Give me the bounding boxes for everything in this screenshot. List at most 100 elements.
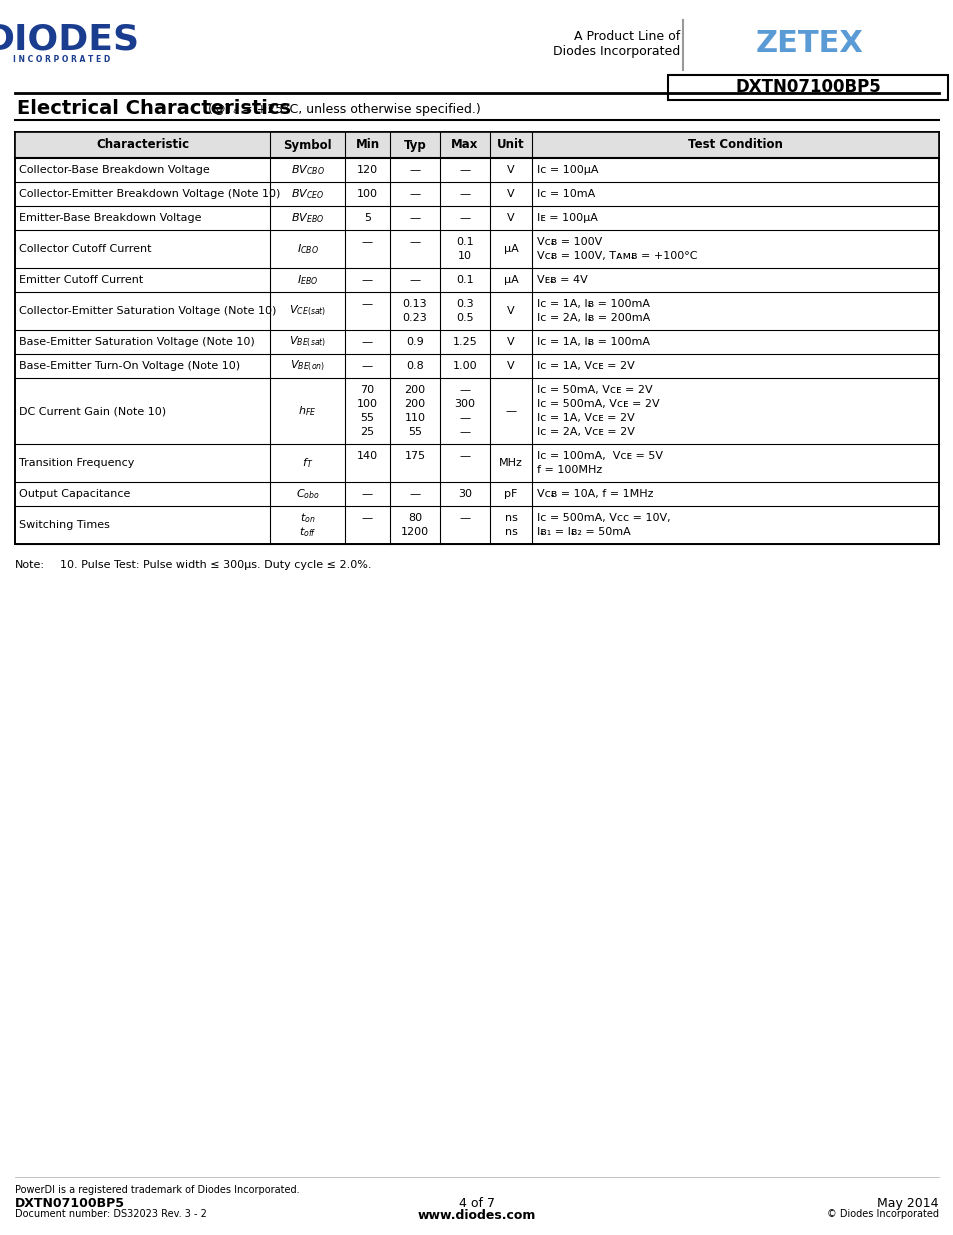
Text: 120: 120: [356, 165, 377, 175]
Text: V$_{BE(on)}$: V$_{BE(on)}$: [290, 359, 325, 373]
Text: BV$_{CBO}$: BV$_{CBO}$: [291, 163, 324, 177]
Text: Typ: Typ: [403, 138, 426, 152]
Text: 0.5: 0.5: [456, 312, 474, 324]
Text: PowerDI is a registered trademark of Diodes Incorporated.: PowerDI is a registered trademark of Dio…: [15, 1186, 299, 1195]
Text: V$_{CE(sat)}$: V$_{CE(sat)}$: [289, 304, 326, 319]
Text: 0.9: 0.9: [406, 337, 423, 347]
Text: f = 100MHz: f = 100MHz: [537, 466, 601, 475]
Text: 175: 175: [404, 451, 425, 461]
Text: t$_{on}$: t$_{on}$: [299, 511, 315, 525]
Text: ns: ns: [504, 513, 517, 522]
Text: Max: Max: [451, 138, 478, 152]
Text: —: —: [409, 489, 420, 499]
Text: www.diodes.com: www.diodes.com: [417, 1209, 536, 1221]
Text: DXTN07100BP5: DXTN07100BP5: [735, 79, 880, 96]
Text: Collector-Emitter Breakdown Voltage (Note 10): Collector-Emitter Breakdown Voltage (Not…: [19, 189, 280, 199]
Text: I$_{EBO}$: I$_{EBO}$: [296, 273, 318, 287]
Text: Iᴇ = 100μA: Iᴇ = 100μA: [537, 212, 598, 224]
Text: f$_{T}$: f$_{T}$: [301, 456, 313, 469]
Text: Transition Frequency: Transition Frequency: [19, 458, 134, 468]
Text: 80: 80: [408, 513, 421, 522]
Text: 0.1: 0.1: [456, 237, 474, 247]
Text: —: —: [459, 189, 470, 199]
Bar: [667, 75, 947, 100]
Text: 5: 5: [364, 212, 371, 224]
Text: —: —: [361, 489, 373, 499]
Text: Base-Emitter Turn-On Voltage (Note 10): Base-Emitter Turn-On Voltage (Note 10): [19, 361, 240, 370]
Text: h$_{FE}$: h$_{FE}$: [298, 404, 316, 417]
Text: DC Current Gain (Note 10): DC Current Gain (Note 10): [19, 406, 166, 416]
Text: Collector Cutoff Current: Collector Cutoff Current: [19, 245, 152, 254]
Text: Diodes Incorporated: Diodes Incorporated: [552, 46, 679, 58]
Text: V: V: [507, 337, 515, 347]
Text: Base-Emitter Saturation Voltage (Note 10): Base-Emitter Saturation Voltage (Note 10…: [19, 337, 254, 347]
Text: Symbol: Symbol: [283, 138, 332, 152]
Text: —: —: [409, 165, 420, 175]
Text: —: —: [459, 385, 470, 395]
Text: —: —: [409, 189, 420, 199]
Text: Iᴄ = 10mA: Iᴄ = 10mA: [537, 189, 595, 199]
Text: Document number: DS32023 Rev. 3 - 2: Document number: DS32023 Rev. 3 - 2: [15, 1209, 207, 1219]
Bar: [15, 132, 938, 543]
Text: 0.8: 0.8: [406, 361, 423, 370]
Text: V: V: [507, 361, 515, 370]
Text: Test Condition: Test Condition: [687, 138, 782, 152]
Text: 1.00: 1.00: [453, 361, 476, 370]
Text: 0.1: 0.1: [456, 275, 474, 285]
Text: Min: Min: [355, 138, 379, 152]
Text: 0.3: 0.3: [456, 299, 474, 309]
Text: —: —: [459, 165, 470, 175]
Text: DXTN07100BP5: DXTN07100BP5: [15, 1197, 125, 1210]
Text: —: —: [459, 212, 470, 224]
Text: Vᴄᴃ = 100V: Vᴄᴃ = 100V: [537, 237, 601, 247]
Text: BV$_{EBO}$: BV$_{EBO}$: [291, 211, 324, 225]
Text: Iᴄ = 1A, Vᴄᴇ = 2V: Iᴄ = 1A, Vᴄᴇ = 2V: [537, 361, 634, 370]
Text: Vᴄᴃ = 10A, f = 1MHz: Vᴄᴃ = 10A, f = 1MHz: [537, 489, 653, 499]
Text: Unit: Unit: [497, 138, 524, 152]
Text: ZETEX: ZETEX: [756, 28, 863, 58]
Text: I N C O R P O R A T E D: I N C O R P O R A T E D: [13, 56, 111, 64]
Text: 100: 100: [356, 189, 377, 199]
Text: V: V: [507, 306, 515, 316]
Text: May 2014: May 2014: [877, 1197, 938, 1210]
Text: —: —: [459, 412, 470, 424]
Bar: [15, 132, 938, 158]
Text: t$_{off}$: t$_{off}$: [298, 525, 316, 538]
Text: 10. Pulse Test: Pulse width ≤ 300μs. Duty cycle ≤ 2.0%.: 10. Pulse Test: Pulse width ≤ 300μs. Dut…: [60, 559, 371, 571]
Text: 30: 30: [457, 489, 472, 499]
Text: —: —: [361, 299, 373, 309]
Text: Vᴄᴃ = 100V, Tᴀᴍᴃ = +100°C: Vᴄᴃ = 100V, Tᴀᴍᴃ = +100°C: [537, 251, 697, 261]
Text: V: V: [507, 165, 515, 175]
Text: 100: 100: [356, 399, 377, 409]
Text: Switching Times: Switching Times: [19, 520, 110, 530]
Text: Iᴄ = 1A, Iᴃ = 100mA: Iᴄ = 1A, Iᴃ = 100mA: [537, 337, 649, 347]
Text: I$_{CBO}$: I$_{CBO}$: [296, 242, 318, 256]
Text: —: —: [361, 361, 373, 370]
Text: (@Tₐ = +25°C, unless otherwise specified.): (@Tₐ = +25°C, unless otherwise specified…: [204, 103, 480, 116]
Text: DIODES: DIODES: [0, 23, 139, 57]
Text: 55: 55: [360, 412, 375, 424]
Text: 10: 10: [457, 251, 472, 261]
Text: —: —: [459, 427, 470, 437]
Text: BV$_{CEO}$: BV$_{CEO}$: [291, 186, 324, 201]
Text: V: V: [507, 212, 515, 224]
Text: —: —: [361, 337, 373, 347]
Text: 70: 70: [360, 385, 375, 395]
Text: Note:: Note:: [15, 559, 45, 571]
Text: V: V: [507, 189, 515, 199]
Text: —: —: [361, 275, 373, 285]
Text: pF: pF: [504, 489, 517, 499]
Text: Iᴄ = 2A, Vᴄᴇ = 2V: Iᴄ = 2A, Vᴄᴇ = 2V: [537, 427, 634, 437]
Text: 110: 110: [404, 412, 425, 424]
Text: C$_{obo}$: C$_{obo}$: [295, 487, 319, 501]
Text: MHz: MHz: [498, 458, 522, 468]
Text: 300: 300: [454, 399, 475, 409]
Text: ns: ns: [504, 527, 517, 537]
Text: 0.13: 0.13: [402, 299, 427, 309]
Text: © Diodes Incorporated: © Diodes Incorporated: [826, 1209, 938, 1219]
Text: 4 of 7: 4 of 7: [458, 1197, 495, 1210]
Text: —: —: [361, 237, 373, 247]
Text: Output Capacitance: Output Capacitance: [19, 489, 131, 499]
Text: —: —: [361, 513, 373, 522]
Text: 140: 140: [356, 451, 377, 461]
